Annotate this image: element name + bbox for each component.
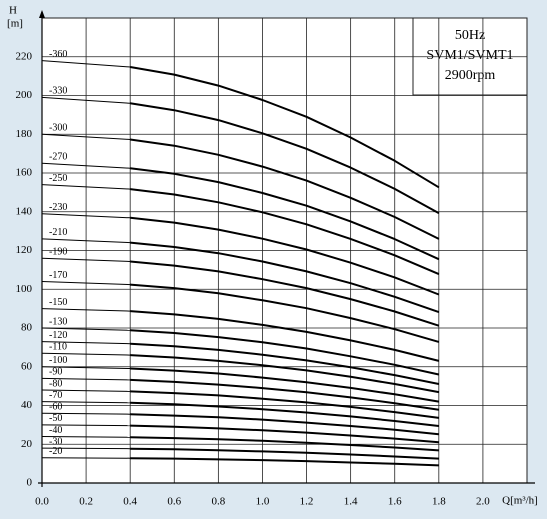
curve-thin: [41, 389, 131, 392]
curve-label: -190: [49, 247, 67, 258]
curve: [130, 413, 439, 436]
curve-label: -330: [49, 86, 67, 97]
curve-thin: [41, 60, 131, 68]
y-tick-label: 40: [21, 399, 33, 411]
x-tick-label: 0.0: [35, 496, 49, 508]
curve: [130, 367, 439, 403]
curve-thin: [41, 436, 131, 438]
curve-thin: [41, 366, 131, 369]
curve: [130, 66, 440, 189]
curve: [130, 436, 439, 452]
curve: [130, 401, 439, 427]
y-tick-label: 220: [16, 50, 33, 62]
legend-text: SVM1/SVMT1: [426, 48, 513, 63]
x-tick-label: 1.2: [300, 496, 314, 508]
curve-label: -250: [49, 173, 67, 184]
curve: [130, 378, 439, 411]
x-tick-label: 1.0: [256, 496, 270, 508]
curve-thin: [41, 412, 131, 415]
x-tick-label: 0.6: [167, 496, 181, 508]
y-tick-label: 120: [16, 244, 33, 256]
x-tick-label: 0.2: [79, 496, 93, 508]
y-tick-label: 0: [27, 477, 33, 489]
curve-thin: [41, 96, 131, 104]
curve: [130, 241, 440, 314]
curve-label: -210: [49, 227, 67, 238]
curve-label: -270: [49, 152, 67, 163]
curve-label: -90: [49, 367, 62, 378]
curve-thin: [41, 352, 131, 356]
curve: [130, 188, 440, 276]
curve-label: -70: [49, 390, 62, 401]
curve-label: -130: [49, 316, 67, 327]
curve: [130, 102, 440, 214]
curve-thin: [41, 447, 131, 450]
curve-thin: [41, 377, 131, 381]
curve-thin: [41, 213, 131, 219]
curve-label: -150: [49, 297, 67, 308]
y-tick-label: 180: [16, 128, 33, 140]
curve-thin: [41, 133, 131, 140]
y-tick-label: 140: [16, 205, 33, 217]
x-tick-label: 0.4: [123, 496, 137, 508]
x-tick-label: 1.8: [432, 496, 446, 508]
curve-thin: [41, 341, 131, 345]
curve-thin: [41, 401, 131, 404]
curve: [130, 342, 439, 385]
y-axis-label: H: [9, 5, 17, 17]
curve-thin: [41, 162, 131, 169]
curve: [130, 260, 440, 327]
curve: [130, 138, 440, 240]
curve-label: -20: [49, 446, 62, 457]
curve-label: -360: [49, 49, 67, 60]
curve-thin: [41, 184, 131, 190]
curve-label: -40: [49, 425, 62, 436]
y-axis-unit: [m]: [7, 18, 23, 30]
x-tick-label: 1.6: [388, 496, 402, 508]
curve-thin: [41, 281, 131, 286]
curve: [130, 329, 440, 376]
x-tick-label: 1.4: [344, 496, 358, 508]
curve: [130, 216, 440, 296]
curve: [130, 167, 440, 261]
y-tick-label: 200: [16, 89, 33, 101]
curve-label: -300: [49, 123, 67, 134]
legend-text: 2900rpm: [445, 68, 496, 83]
curve-thin: [41, 424, 131, 427]
curve: [130, 354, 439, 394]
curve-thin: [41, 308, 131, 312]
curve-label: -120: [49, 330, 67, 341]
x-tick-label: 0.8: [211, 496, 225, 508]
curve-thin: [41, 238, 131, 244]
curve-label: -80: [49, 378, 62, 389]
curve-thin: [41, 327, 131, 331]
y-tick-label: 100: [16, 283, 33, 295]
y-tick-label: 160: [16, 167, 33, 179]
curve: [130, 447, 439, 460]
curve-label: -170: [49, 270, 67, 281]
curve: [130, 310, 440, 362]
curve-label: -60: [49, 402, 62, 413]
y-tick-label: 60: [21, 360, 33, 372]
curve-thin: [41, 257, 131, 262]
y-tick-label: 80: [21, 322, 33, 334]
curve-label: -110: [49, 341, 67, 352]
x-axis-label: Q[m³/h]: [502, 495, 538, 507]
curve: [130, 457, 439, 467]
curve-label: -30: [49, 436, 62, 447]
curve: [130, 424, 439, 444]
curve-label: -100: [49, 355, 67, 366]
curve-label: -50: [49, 413, 62, 424]
curve: [130, 283, 440, 343]
y-tick-label: 20: [21, 438, 33, 450]
curve-label: -230: [49, 202, 67, 213]
y-axis-arrow: [39, 10, 45, 18]
curve: [130, 390, 439, 419]
legend-text: 50Hz: [455, 28, 485, 43]
x-tick-label: 2.0: [476, 496, 490, 508]
